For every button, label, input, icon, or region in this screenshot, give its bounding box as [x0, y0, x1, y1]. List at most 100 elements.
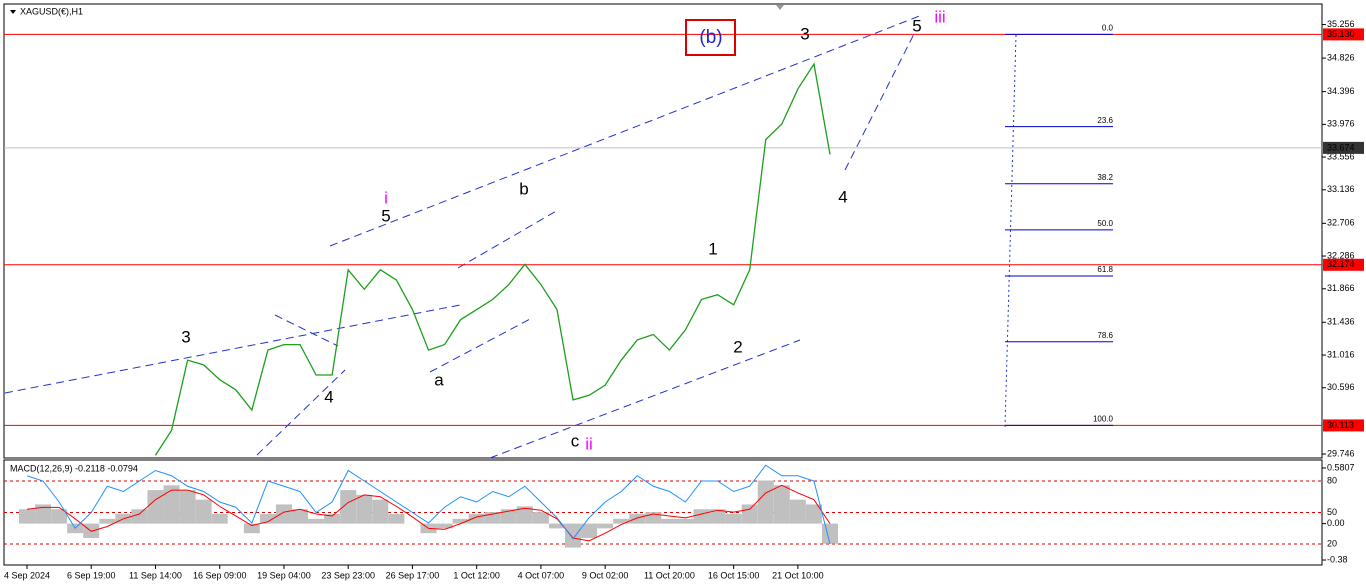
price-level-box [1323, 141, 1364, 154]
macd-bar [500, 509, 517, 524]
x-tick-label: 26 Sep 17:00 [386, 570, 440, 580]
macd-bar [581, 523, 598, 538]
price-line [154, 62, 831, 456]
y-tick-label: 34.826 [1327, 52, 1355, 62]
price-level-box [1323, 258, 1364, 271]
y2-tick-label: 80 [1327, 475, 1337, 485]
macd-bar [516, 506, 533, 524]
y-tick-label: 31.436 [1327, 317, 1355, 327]
macd-bar [661, 518, 678, 524]
wave-label: a [434, 370, 444, 389]
macd-bar [757, 480, 774, 524]
y-tick-label: 33.136 [1327, 184, 1355, 194]
trendline [489, 339, 801, 459]
macd-bar [131, 509, 148, 524]
y-tick-label: 29.746 [1327, 448, 1355, 458]
wave-label: 5 [912, 16, 921, 35]
macd-bar [243, 523, 260, 534]
y-tick-label: -0.38 [1327, 554, 1348, 564]
macd-bar [147, 490, 164, 524]
wave-label: 3 [181, 327, 190, 346]
symbol-marker [10, 10, 16, 14]
wave-label: 2 [733, 337, 742, 356]
macd-bar [211, 514, 228, 524]
y-tick-label: 32.286 [1327, 250, 1355, 260]
macd-bar [789, 499, 806, 524]
x-tick-label: 21 Oct 10:00 [772, 570, 824, 580]
macd-bar [388, 514, 405, 524]
wave-label: 3 [800, 24, 809, 43]
y-tick-label: 0.5807 [1327, 462, 1355, 472]
x-tick-label: 4 Oct 07:00 [518, 570, 565, 580]
macd-bar [645, 512, 662, 524]
x-tick-label: 23 Sep 23:00 [321, 570, 375, 580]
fib-label: 61.8 [1097, 265, 1113, 274]
y2-tick-label: 20 [1327, 538, 1337, 548]
macd-bar [693, 509, 710, 524]
macd-bar [452, 518, 469, 524]
x-tick-label: 16 Sep 09:00 [193, 570, 247, 580]
x-tick-label: 11 Oct 20:00 [644, 570, 695, 580]
wave-label: c [571, 431, 580, 450]
indicator-line [26, 484, 831, 542]
macd-bar [259, 514, 276, 524]
trendline [274, 314, 339, 347]
chart-title: XAGUSD(€),H1 [20, 6, 83, 16]
macd-bar [822, 523, 838, 544]
wave-label: 5 [381, 206, 390, 225]
macd-bar [179, 490, 196, 524]
macd-bar [19, 509, 35, 524]
macd-bar [597, 523, 614, 529]
price-level-label: 33.674 [1327, 142, 1355, 152]
macd-bar [629, 514, 646, 524]
wave-label: i [384, 188, 388, 207]
wave-label: 4 [838, 187, 847, 206]
y-tick-label: 34.396 [1327, 86, 1355, 96]
trendline [429, 317, 533, 373]
y-tick-label: 32.706 [1327, 218, 1355, 228]
macd-bar [741, 504, 758, 524]
annotation-box [685, 19, 736, 56]
price-level-label: 32.174 [1327, 259, 1355, 269]
x-tick-label: 1 Oct 12:00 [453, 570, 500, 580]
macd-bar [484, 512, 501, 524]
macd-bar [308, 518, 325, 524]
fib-vertical [1004, 34, 1017, 428]
macd-bar [51, 509, 68, 524]
y-tick-label: 0.00 [1327, 518, 1345, 528]
x-tick-label: 9 Oct 02:00 [582, 570, 629, 580]
price-level-box [1323, 28, 1364, 41]
macd-bar [677, 518, 694, 524]
macd-bar [613, 518, 630, 524]
macd-bar [709, 509, 726, 524]
price-level-box [1323, 419, 1364, 432]
y-tick-label: 30.596 [1327, 382, 1355, 392]
fib-label: 78.6 [1097, 331, 1113, 340]
fib-label: 100.0 [1093, 415, 1114, 424]
macd-bar [372, 499, 389, 524]
macd-bar [292, 509, 309, 524]
y-tick-label: 35.256 [1327, 19, 1355, 29]
trendline [329, 14, 923, 247]
trendlines [4, 14, 1017, 459]
x-tick-label: 11 Sep 14:00 [129, 570, 182, 580]
shift-marker [776, 5, 784, 10]
y-tick-label: 33.976 [1327, 119, 1355, 129]
wave-label: iii [934, 7, 945, 26]
wave-label: b [519, 179, 528, 198]
macd-bar [548, 523, 565, 529]
main-pane [3, 3, 1323, 459]
macd-bar [565, 523, 582, 548]
fib-label: 38.2 [1097, 173, 1113, 182]
wave-label: 1 [708, 239, 717, 258]
x-tick-label: 6 Sep 19:00 [67, 570, 116, 580]
x-tick-label: 16 Oct 15:00 [708, 570, 760, 580]
trendline [256, 369, 346, 456]
macd-bar [436, 523, 453, 529]
wave-label: (b) [699, 27, 722, 48]
macd-bar [725, 514, 742, 524]
macd-bar [195, 499, 212, 524]
macd-bar [773, 485, 790, 524]
macd-bar [468, 514, 485, 524]
macd-bar [805, 504, 822, 524]
